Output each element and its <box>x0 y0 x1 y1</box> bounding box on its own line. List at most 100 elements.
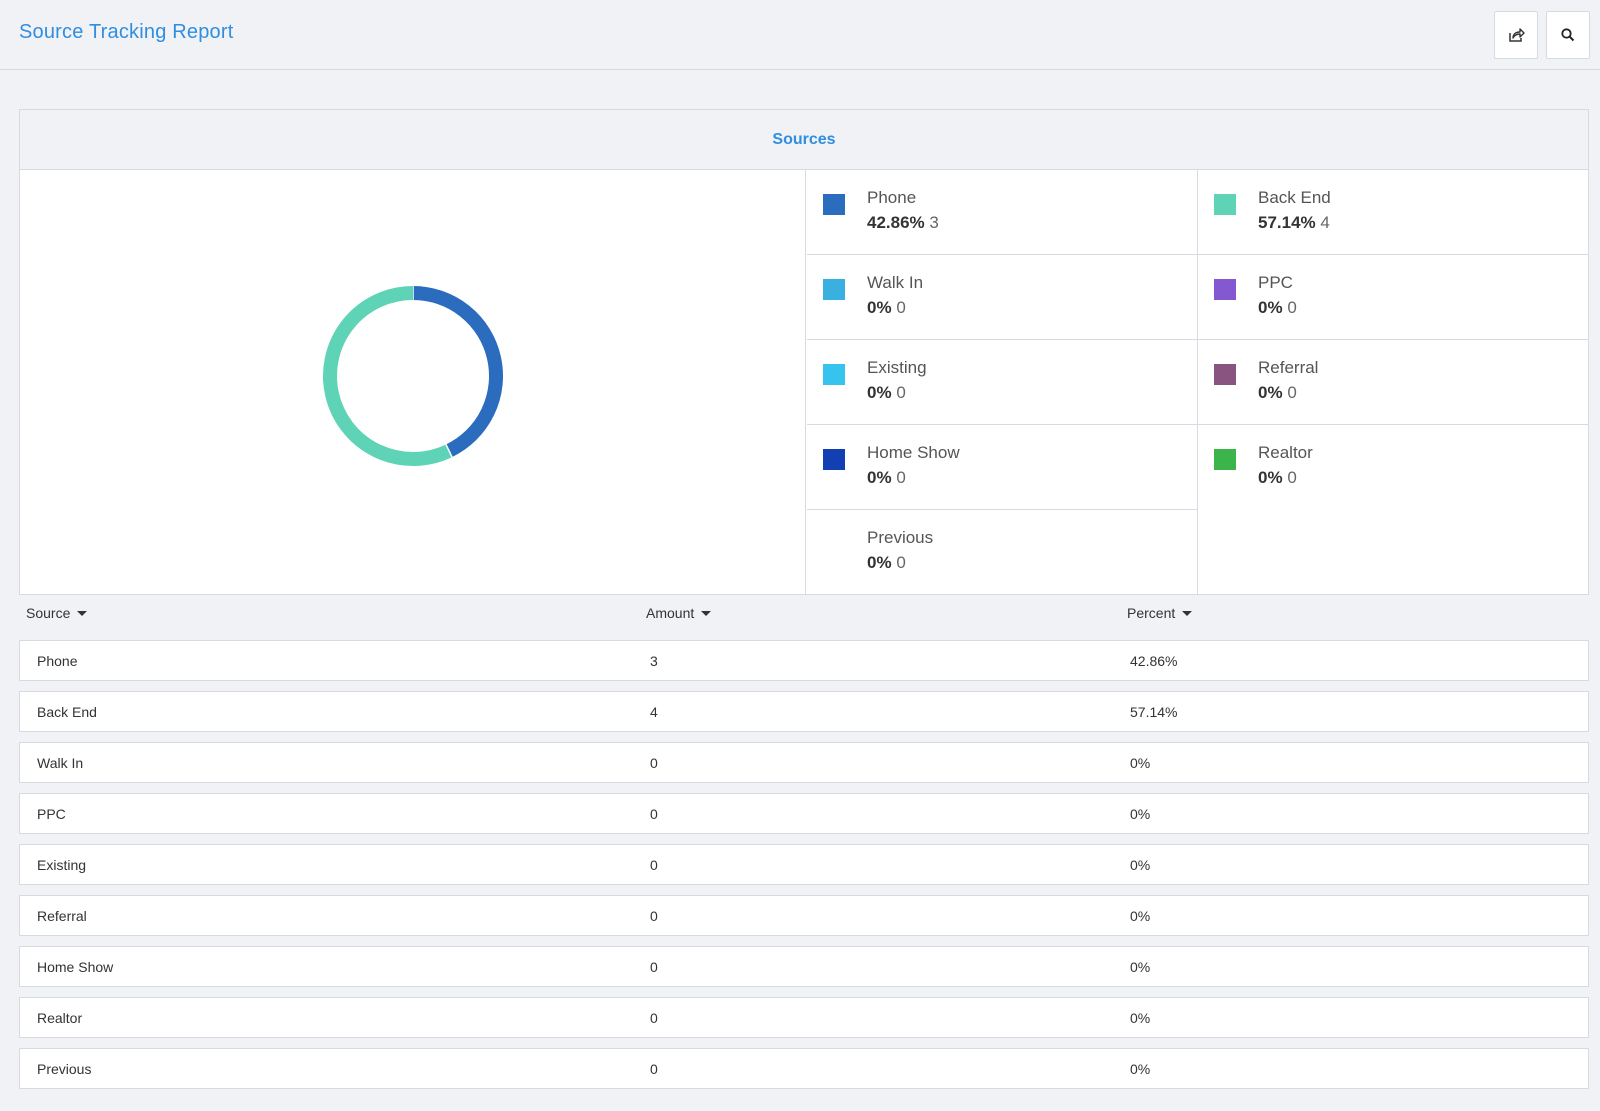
column-header-percent[interactable]: Percent <box>1127 605 1193 621</box>
table-row[interactable]: Back End 4 57.14% <box>19 691 1589 732</box>
table-row[interactable]: Referral 0 0% <box>19 895 1589 936</box>
chart-legend: Phone 42.86% 3 Back End 57.14% 4 Walk In 0% 0… <box>807 170 1588 595</box>
pie-slice-phone <box>412 286 503 458</box>
legend-value: 0% 0 <box>867 383 906 403</box>
legend-percent: 42.86% <box>867 213 925 232</box>
donut-chart-svg <box>323 286 503 466</box>
legend-item: Walk In 0% 0 <box>807 255 1198 340</box>
legend-count: 0 <box>896 553 906 572</box>
cell-percent: 0% <box>1130 857 1151 873</box>
legend-percent: 0% <box>867 383 892 402</box>
share-button[interactable] <box>1494 11 1538 59</box>
legend-value: 0% 0 <box>867 298 906 318</box>
cell-source: Phone <box>37 653 78 669</box>
legend-count: 0 <box>1287 383 1297 402</box>
legend-item: Referral 0% 0 <box>1198 340 1588 425</box>
cell-amount: 0 <box>650 806 658 822</box>
caret-down-icon <box>701 610 712 616</box>
legend-label: Phone <box>867 188 917 207</box>
legend-swatch <box>1214 279 1236 300</box>
cell-amount: 0 <box>650 908 658 924</box>
legend-percent: 0% <box>867 468 892 487</box>
table-row[interactable]: Home Show 0 0% <box>19 946 1589 987</box>
cell-source: Referral <box>37 908 87 924</box>
legend-label: Home Show <box>867 443 960 462</box>
legend-swatch <box>823 534 845 555</box>
cell-source: Previous <box>37 1061 92 1077</box>
legend-label: Previous <box>867 528 934 547</box>
table-row[interactable]: PPC 0 0% <box>19 793 1589 834</box>
legend-item: Previous 0% 0 <box>807 510 1198 595</box>
column-header-label: Percent <box>1127 605 1176 621</box>
legend-value: 0% 0 <box>1258 298 1297 318</box>
legend-value: 0% 0 <box>1258 383 1297 403</box>
legend-item: Home Show 0% 0 <box>807 425 1198 510</box>
legend-label: Realtor <box>1258 443 1313 462</box>
cell-amount: 0 <box>650 1010 658 1026</box>
panel-header: Sources <box>20 110 1588 170</box>
legend-percent: 0% <box>1258 298 1283 317</box>
legend-label: Back End <box>1258 188 1331 207</box>
legend-swatch <box>1214 449 1236 470</box>
cell-amount: 0 <box>650 755 658 771</box>
legend-count: 0 <box>1287 468 1297 487</box>
column-header-source[interactable]: Source <box>26 605 88 621</box>
panel-title: Sources <box>772 130 836 148</box>
caret-down-icon <box>1182 610 1193 616</box>
caret-down-icon <box>77 610 88 616</box>
table-row[interactable]: Phone 3 42.86% <box>19 640 1589 681</box>
table-row[interactable]: Existing 0 0% <box>19 844 1589 885</box>
slice-separator <box>445 444 453 458</box>
cell-amount: 3 <box>650 653 658 669</box>
legend-swatch <box>1214 194 1236 215</box>
column-header-label: Source <box>26 605 71 621</box>
search-icon <box>1561 28 1575 42</box>
cell-source: Realtor <box>37 1010 83 1026</box>
table-row[interactable]: Walk In 0 0% <box>19 742 1589 783</box>
legend-percent: 57.14% <box>1258 213 1316 232</box>
legend-item: Back End 57.14% 4 <box>1198 170 1588 255</box>
legend-count: 3 <box>929 213 939 232</box>
cell-source: PPC <box>37 806 66 822</box>
legend-swatch <box>823 364 845 385</box>
cell-source: Walk In <box>37 755 84 771</box>
legend-count: 4 <box>1320 213 1330 232</box>
table-row[interactable]: Realtor 0 0% <box>19 997 1589 1038</box>
legend-value: 57.14% 4 <box>1258 213 1330 233</box>
legend-value: 42.86% 3 <box>867 213 939 233</box>
legend-percent: 0% <box>867 298 892 317</box>
share-icon <box>1509 28 1525 42</box>
column-header-amount[interactable]: Amount <box>646 605 712 621</box>
cell-amount: 0 <box>650 857 658 873</box>
cell-percent: 0% <box>1130 908 1151 924</box>
legend-label: Existing <box>867 358 927 377</box>
pie-slice-back-end <box>323 286 453 466</box>
cell-percent: 0% <box>1130 1061 1151 1077</box>
legend-swatch <box>823 449 845 470</box>
cell-percent: 0% <box>1130 959 1151 975</box>
legend-label: PPC <box>1258 273 1293 292</box>
legend-value: 0% 0 <box>867 553 906 573</box>
cell-amount: 0 <box>650 1061 658 1077</box>
search-button[interactable] <box>1546 11 1590 59</box>
page-title: Source Tracking Report <box>19 21 234 43</box>
table-row[interactable]: Previous 0 0% <box>19 1048 1589 1089</box>
top-bar: Source Tracking Report <box>0 0 1600 70</box>
cell-percent: 42.86% <box>1130 653 1178 669</box>
legend-item: Phone 42.86% 3 <box>807 170 1198 255</box>
donut-chart <box>20 170 806 594</box>
cell-amount: 4 <box>650 704 658 720</box>
sources-panel: Sources Phone 42.86% 3 Back End 57.14% 4 Wal… <box>19 109 1589 595</box>
legend-item: Realtor 0% 0 <box>1198 425 1588 510</box>
legend-count: 0 <box>896 383 906 402</box>
cell-percent: 0% <box>1130 806 1151 822</box>
legend-percent: 0% <box>1258 383 1283 402</box>
cell-percent: 57.14% <box>1130 704 1178 720</box>
legend-count: 0 <box>896 468 906 487</box>
cell-percent: 0% <box>1130 755 1151 771</box>
legend-value: 0% 0 <box>867 468 906 488</box>
legend-count: 0 <box>896 298 906 317</box>
legend-percent: 0% <box>1258 468 1283 487</box>
legend-item: PPC 0% 0 <box>1198 255 1588 340</box>
column-header-label: Amount <box>646 605 695 621</box>
